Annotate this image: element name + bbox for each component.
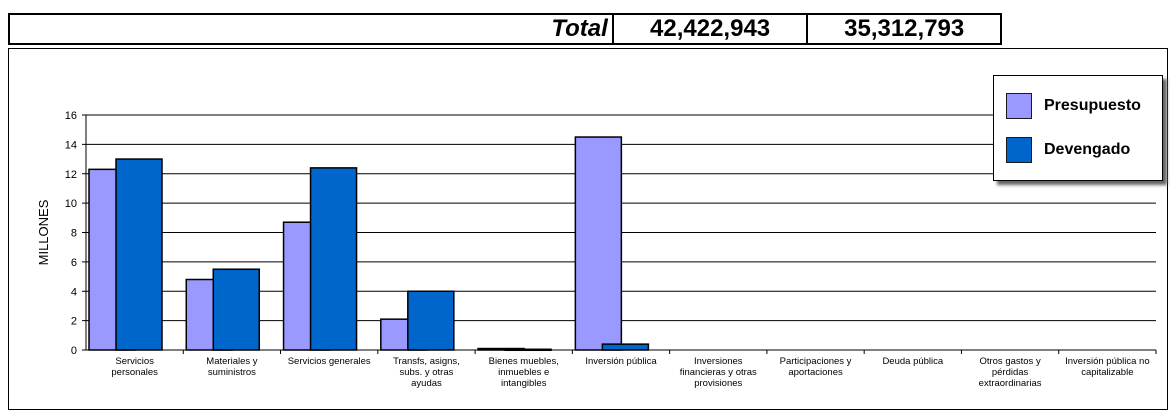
y-tick-label: 4: [71, 286, 77, 298]
bar-devengado: [212, 268, 261, 351]
legend-item-devengado: Devengado: [1006, 137, 1130, 163]
bar-devengado: [309, 167, 358, 351]
legend-label-presupuesto: Presupuesto: [1044, 97, 1141, 114]
x-category-label: Participaciones y: [780, 356, 852, 367]
x-category-label: Servicios: [115, 356, 154, 367]
x-category-label: provisiones: [694, 378, 742, 389]
bar-presupuesto: [574, 136, 623, 351]
x-category-label: intangibles: [501, 378, 547, 389]
chart-legend: Presupuesto Devengado: [993, 75, 1163, 181]
x-category-label: Servicios generales: [288, 356, 371, 367]
x-category-label: suministros: [208, 367, 256, 378]
y-tick-label: 12: [65, 169, 77, 181]
totals-devengado: 35,312,793: [808, 15, 1002, 43]
x-category-label: aportaciones: [788, 367, 843, 378]
x-category-label: capitalizable: [1081, 367, 1133, 378]
y-tick-label: 8: [71, 228, 77, 240]
x-category-label: Inversión pública no: [1065, 356, 1150, 367]
legend-label-devengado: Devengado: [1044, 141, 1131, 158]
x-category-label: financieras y otras: [680, 367, 757, 378]
bar-chart: 0 2 4 6 8 10 12 14 16 MILLONES Serviciospersonales…: [36, 110, 1157, 389]
x-category-label: personales: [111, 367, 158, 378]
y-tick-label: 14: [65, 139, 77, 151]
bar-devengado: [601, 343, 650, 351]
legend-swatch-presupuesto: [1006, 93, 1032, 119]
legend-swatch-devengado: [1006, 137, 1032, 163]
totals-label: Total: [10, 15, 614, 43]
bar-devengado: [407, 290, 455, 351]
y-tick-label: 10: [65, 198, 77, 210]
x-category-label: Bienes muebles,: [489, 356, 559, 367]
x-category-label: subs. y otras: [400, 367, 454, 378]
x-category-label: Otros gastos y: [979, 356, 1040, 367]
legend-item-presupuesto: Presupuesto: [1006, 93, 1141, 119]
bar-devengado: [115, 158, 163, 351]
totals-row: Total 42,422,943 35,312,793: [8, 13, 1002, 45]
x-category-label: extraordinarias: [979, 378, 1042, 389]
y-tick-label: 6: [71, 257, 77, 269]
y-tick-label: 16: [65, 110, 77, 122]
chart-area: 0 2 4 6 8 10 12 14 16 MILLONES Servicios personales…: [8, 48, 1168, 410]
x-category-label: pérdidas: [992, 367, 1029, 378]
y-tick-label: 2: [71, 316, 77, 328]
y-axis-label: MILLONES: [36, 199, 51, 265]
x-category-label: Deuda pública: [882, 356, 943, 367]
y-tick-label: 0: [71, 345, 77, 357]
x-category-label: Materiales y: [206, 356, 257, 367]
x-category-label: Inversión pública: [585, 356, 657, 367]
totals-presupuesto: 42,422,943: [614, 15, 809, 43]
x-category-label: inmuebles e: [498, 367, 549, 378]
x-category-label: Inversiones: [694, 356, 743, 367]
x-category-label: Transfs, asigns,: [393, 356, 460, 367]
x-category-label: ayudas: [411, 378, 442, 389]
